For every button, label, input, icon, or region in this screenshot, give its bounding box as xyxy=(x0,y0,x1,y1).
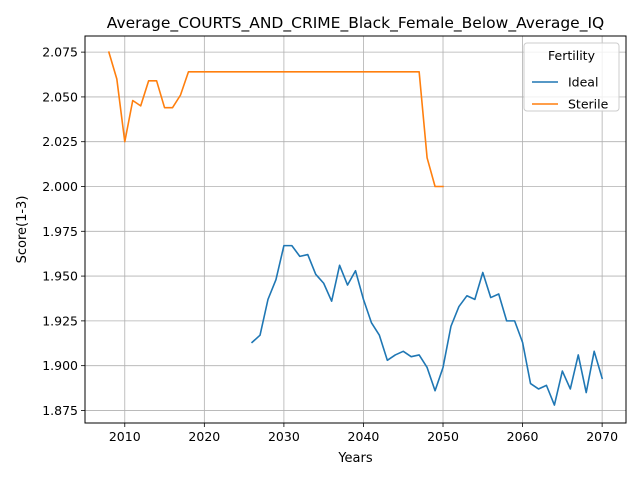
y-axis-label: Score(1-3) xyxy=(15,196,30,264)
x-tick-label: 2030 xyxy=(268,429,300,444)
y-tick-label: 2.050 xyxy=(42,89,78,104)
x-tick-label: 2060 xyxy=(507,429,539,444)
x-tick-label: 2050 xyxy=(427,429,459,444)
chart-title: Average_COURTS_AND_CRIME_Black_Female_Be… xyxy=(107,14,604,33)
series-line-sterile xyxy=(107,51,444,188)
x-tick-label: 2020 xyxy=(188,429,220,444)
legend-label-ideal: Ideal xyxy=(568,75,598,90)
legend-title: Fertility xyxy=(548,48,596,63)
legend-box xyxy=(523,42,620,112)
x-tick-label: 2010 xyxy=(109,429,141,444)
x-tick-label: 2070 xyxy=(586,429,618,444)
y-tick-label: 2.000 xyxy=(42,179,78,194)
y-tick-label: 1.875 xyxy=(42,403,78,418)
x-axis: 2010 2020 2030 2040 2050 2060 2070 xyxy=(109,423,618,444)
y-tick-label: 1.925 xyxy=(42,313,78,328)
legend: Fertility Ideal Sterile xyxy=(523,42,620,112)
y-tick-label: 2.075 xyxy=(42,45,78,60)
y-tick-label: 1.975 xyxy=(42,224,78,239)
x-tick-label: 2040 xyxy=(348,429,380,444)
y-tick-label: 1.950 xyxy=(42,269,78,284)
series-line-ideal xyxy=(250,244,604,406)
y-tick-label: 1.900 xyxy=(42,358,78,373)
y-tick-label: 2.025 xyxy=(42,134,78,149)
y-axis: 1.875 1.900 1.925 1.950 1.975 2.000 2.025 2.050… xyxy=(42,45,85,418)
x-axis-label: Years xyxy=(337,451,373,466)
plot-frame xyxy=(84,35,627,424)
legend-label-sterile: Sterile xyxy=(568,97,609,112)
series-layer xyxy=(107,51,604,406)
